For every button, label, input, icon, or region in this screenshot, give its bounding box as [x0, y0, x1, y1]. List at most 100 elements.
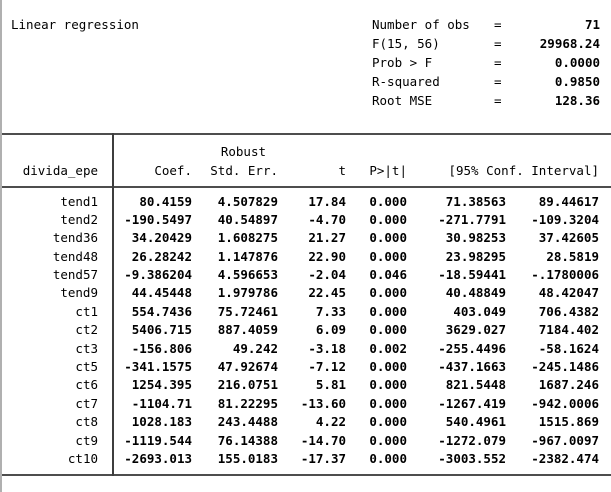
row-varname: ct6: [75, 377, 98, 393]
stat-value: 128.36: [554, 93, 600, 108]
cell-ci_high: -109.3204: [531, 211, 599, 227]
cell-p: 0.000: [369, 285, 407, 301]
row-varname: tend36: [52, 230, 98, 246]
cell-t: 7.33: [315, 303, 346, 319]
cell-se: 4.596653: [217, 267, 278, 283]
stat-label: F(15, 56): [372, 36, 440, 51]
table-bottom-rule: [2, 474, 611, 477]
cell-t: 22.45: [308, 285, 346, 301]
cell-coef: 44.45448: [131, 285, 192, 301]
cell-p: 0.000: [369, 248, 407, 264]
cell-t: 4.22: [315, 414, 346, 430]
equals-sign: =: [494, 36, 502, 51]
cell-ci_high: 706.4382: [538, 303, 599, 319]
table-row: ct3 -156.806 49.242 -3.18 0.002 -255.4496 -58.…: [2, 340, 611, 358]
cell-ci_high: 48.42047: [538, 285, 599, 301]
cell-se: 1.147876: [217, 248, 278, 264]
cell-ci_low: 540.4961: [445, 414, 506, 430]
stat-value: 29968.24: [539, 36, 600, 51]
cell-coef: -190.5497: [124, 211, 192, 227]
cell-p: 0.002: [369, 340, 407, 356]
cell-ci_high: 28.5819: [546, 248, 599, 264]
stat-label: Prob > F: [372, 55, 433, 70]
cell-se: 49.242: [232, 340, 278, 356]
cell-se: 47.92674: [217, 359, 278, 375]
row-varname: ct3: [75, 340, 98, 356]
column-header-coef: Coef.: [154, 163, 192, 178]
stat-label: R-squared: [372, 74, 440, 89]
cell-p: 0.000: [369, 414, 407, 430]
cell-ci_low: -1267.419: [438, 395, 506, 411]
cell-coef: 1254.395: [131, 377, 192, 393]
cell-coef: -1104.71: [131, 395, 192, 411]
column-header-t: t: [338, 163, 346, 178]
stat-number-of-obs: Number of obs = 71: [372, 15, 600, 34]
robust-label: Robust: [220, 144, 266, 159]
stat-value: 0.0000: [554, 55, 600, 70]
table-row: ct10 -2693.013 155.0183 -17.37 0.000 -3003.55…: [2, 450, 611, 468]
cell-se: 75.72461: [217, 303, 278, 319]
stat-prob-f: Prob > F = 0.0000: [372, 53, 600, 72]
cell-t: 5.81: [315, 377, 346, 393]
stat-label: Root MSE: [372, 93, 433, 108]
cell-p: 0.000: [369, 193, 407, 209]
cell-ci_low: -3003.552: [438, 450, 506, 466]
cell-coef: 80.4159: [139, 193, 192, 209]
table-row: ct9 -1119.544 76.14388 -14.70 0.000 -1272.079…: [2, 432, 611, 450]
row-varname: ct9: [75, 432, 98, 448]
cell-t: 6.09: [315, 322, 346, 338]
cell-ci_low: 821.5448: [445, 377, 506, 393]
table-row: ct7 -1104.71 81.22295 -13.60 0.000 -1267.419 -…: [2, 395, 611, 413]
cell-coef: 26.28242: [131, 248, 192, 264]
cell-ci_low: -271.7791: [438, 211, 506, 227]
cell-t: -4.70: [308, 211, 346, 227]
row-varname: tend57: [52, 267, 98, 283]
table-header-robust-row: Robust: [2, 142, 611, 161]
stat-root-mse: Root MSE = 128.36: [372, 91, 600, 110]
row-varname: ct2: [75, 322, 98, 338]
cell-coef: -341.1575: [124, 359, 192, 375]
row-varname: tend48: [52, 248, 98, 264]
cell-ci_high: 89.44617: [538, 193, 599, 209]
column-header-std-err: Std. Err.: [210, 163, 278, 178]
cell-ci_low: 3629.027: [445, 322, 506, 338]
equals-sign: =: [494, 55, 502, 70]
table-header: Robust divida_epe Coef. Std. Err. t P>|t…: [2, 135, 611, 186]
cell-p: 0.000: [369, 359, 407, 375]
cell-p: 0.046: [369, 267, 407, 283]
cell-p: 0.000: [369, 377, 407, 393]
cell-ci_high: 7184.402: [538, 322, 599, 338]
cell-se: 1.608275: [217, 230, 278, 246]
row-varname: tend9: [60, 285, 98, 301]
cell-p: 0.000: [369, 322, 407, 338]
row-varname: ct8: [75, 414, 98, 430]
cell-ci_high: 37.42605: [538, 230, 599, 246]
cell-se: 216.0751: [217, 377, 278, 393]
table-row: ct8 1028.183 243.4488 4.22 0.000 540.4961 1515…: [2, 413, 611, 431]
row-varname: tend1: [60, 193, 98, 209]
cell-ci_high: -245.1486: [531, 359, 599, 375]
cell-coef: 1028.183: [131, 414, 192, 430]
cell-t: -17.37: [300, 450, 346, 466]
equals-sign: =: [494, 93, 502, 108]
cell-se: 4.507829: [217, 193, 278, 209]
cell-p: 0.000: [369, 303, 407, 319]
cell-t: 21.27: [308, 230, 346, 246]
cell-ci_low: -437.1663: [438, 359, 506, 375]
cell-ci_high: -942.0006: [531, 395, 599, 411]
cell-se: 155.0183: [217, 450, 278, 466]
cell-se: 1.979786: [217, 285, 278, 301]
regression-title: Linear regression: [11, 17, 139, 32]
cell-p: 0.000: [369, 395, 407, 411]
cell-ci_high: 1687.246: [538, 377, 599, 393]
cell-t: -2.04: [308, 267, 346, 283]
row-varname: ct1: [75, 303, 98, 319]
cell-ci_high: -2382.474: [531, 450, 599, 466]
table-vertical-divider: [112, 133, 114, 477]
coef-table-body: tend1 80.4159 4.507829 17.84 0.000 71.38563 89…: [2, 188, 611, 475]
table-row: tend2 -190.5497 40.54897 -4.70 0.000 -271.779…: [2, 211, 611, 229]
cell-coef: -9.386204: [124, 267, 192, 283]
table-row: tend57 -9.386204 4.596653 -2.04 0.046 -18.594…: [2, 266, 611, 284]
cell-coef: -156.806: [131, 340, 192, 356]
table-row: tend36 34.20429 1.608275 21.27 0.000 30.98253…: [2, 229, 611, 247]
